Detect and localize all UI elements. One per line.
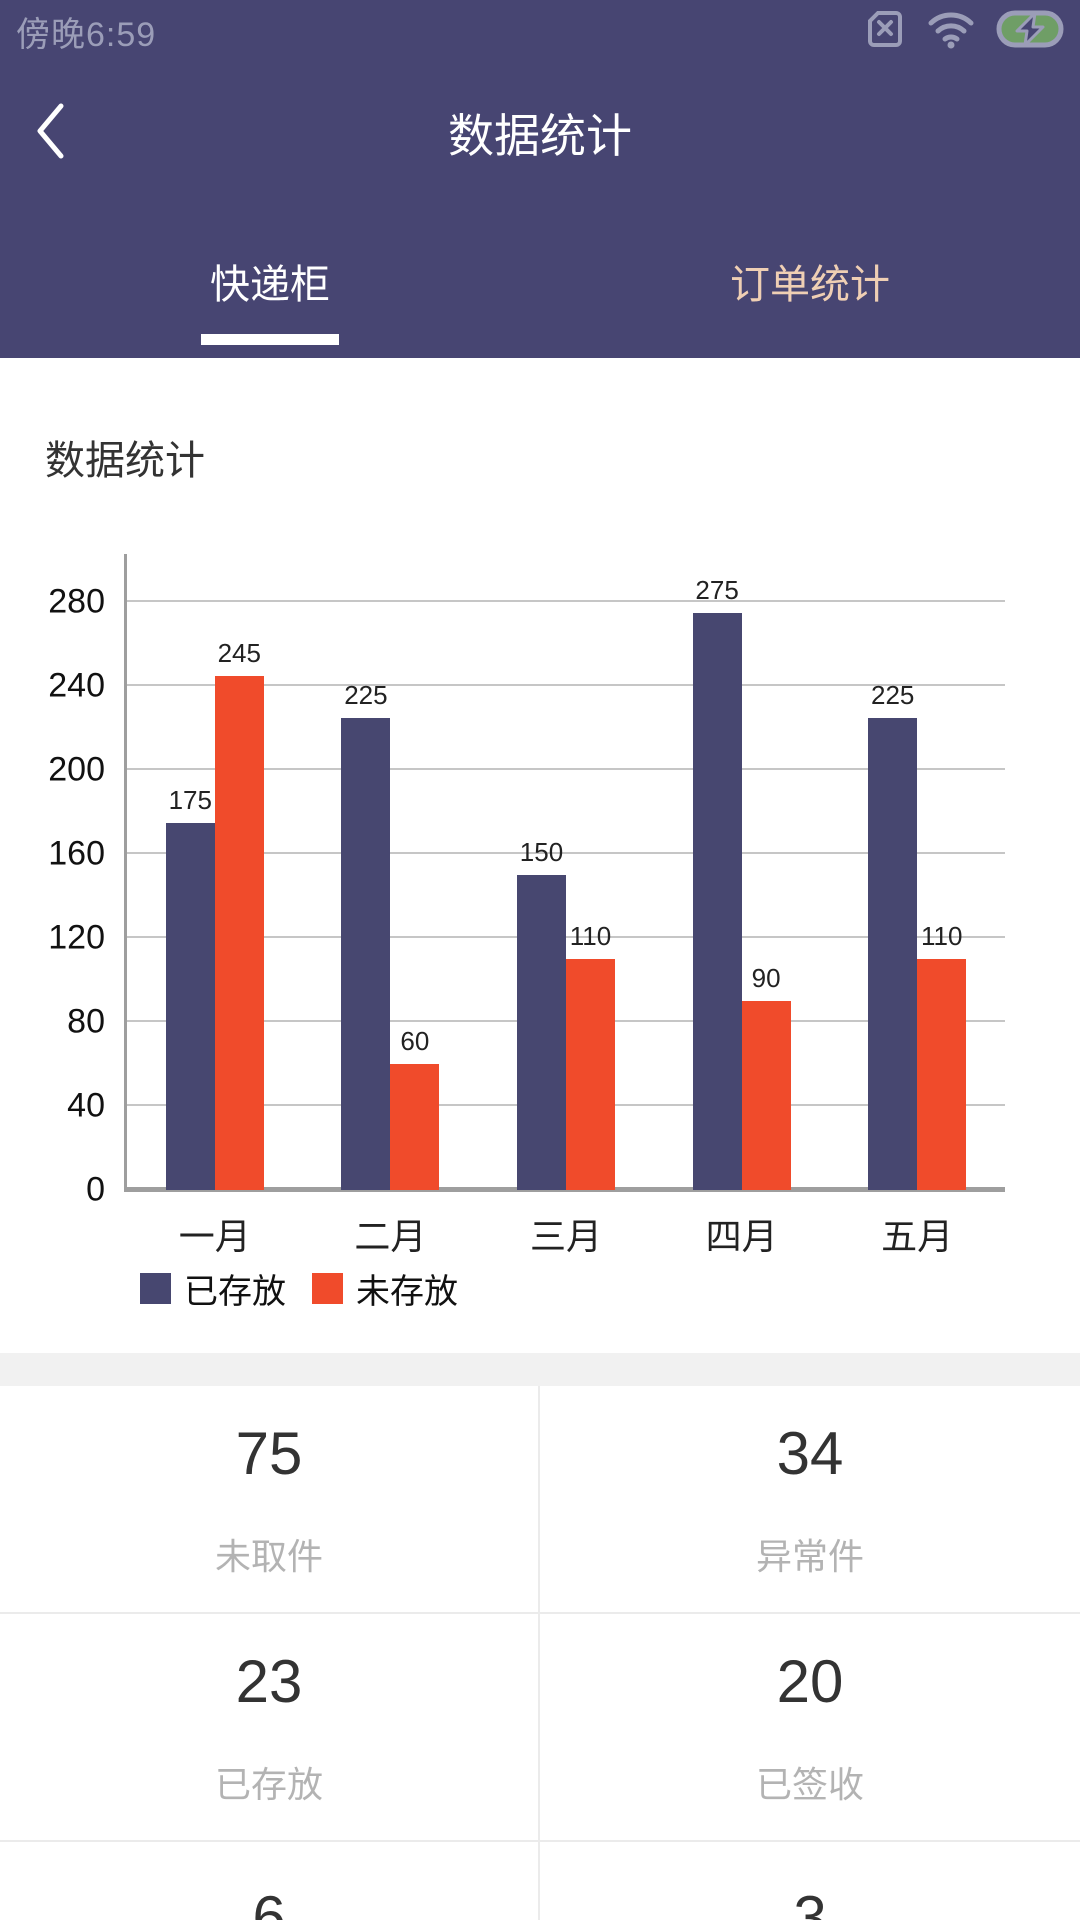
stat-cell: 23 已存放 xyxy=(0,1614,540,1842)
tab-bar: 快递柜 订单统计 xyxy=(0,204,1080,358)
page-title: 数据统计 xyxy=(448,110,632,162)
bar-value-label: 110 xyxy=(920,921,963,951)
stat-cell: 34 异常件 xyxy=(540,1386,1080,1614)
stat-cell: 20 已签收 xyxy=(540,1614,1080,1842)
y-tick-label: 40 xyxy=(67,1086,105,1125)
legend-item: 未存放 xyxy=(312,1264,458,1313)
section-divider-band xyxy=(0,1353,1080,1386)
stat-value: 23 xyxy=(235,1647,303,1715)
back-button[interactable] xyxy=(34,101,78,165)
x-category-label: 三月 xyxy=(529,1216,602,1257)
sim-missing-icon xyxy=(864,8,906,55)
chevron-left-icon xyxy=(34,101,66,166)
stat-label: 已存放 xyxy=(214,1763,323,1805)
bar-value-label: 175 xyxy=(168,784,212,815)
bar: 225 xyxy=(341,680,391,1190)
wifi-icon xyxy=(926,8,976,55)
bar-value-label: 90 xyxy=(751,963,781,993)
bar: 90 xyxy=(741,963,791,1190)
stat-label: 未取件 xyxy=(214,1535,323,1577)
status-bar: 傍晚6:59 xyxy=(0,0,1080,62)
bar-value-label: 275 xyxy=(695,574,739,605)
x-category-label: 二月 xyxy=(354,1216,427,1257)
tab-order-statistics[interactable]: 订单统计 xyxy=(540,204,1080,358)
stat-value: 6 xyxy=(252,1883,286,1920)
bar: 110 xyxy=(917,921,967,1190)
battery-charging-icon xyxy=(996,10,1064,53)
stat-label: 已签收 xyxy=(755,1763,864,1805)
grid-line xyxy=(127,852,1005,854)
bar-group: 225 110 五月 xyxy=(829,554,1005,1257)
stat-value: 34 xyxy=(776,1419,844,1487)
nav-header: 数据统计 xyxy=(0,62,1080,204)
legend-swatch xyxy=(140,1273,171,1304)
grid-line xyxy=(127,684,1005,686)
y-axis-line xyxy=(124,554,127,1192)
y-tick-label: 200 xyxy=(48,750,105,789)
grid-line xyxy=(127,936,1005,938)
bar: 60 xyxy=(390,1026,440,1190)
bar-value-label: 150 xyxy=(519,837,564,867)
bar-value-label: 245 xyxy=(217,637,261,668)
stat-value: 3 xyxy=(793,1883,827,1920)
bar: 110 xyxy=(565,921,615,1190)
status-icons xyxy=(864,8,1064,55)
bar-value-label: 225 xyxy=(870,679,915,710)
status-time: 傍晚6:59 xyxy=(16,15,157,54)
bar-chart: 0 40 80 120 160 200 240 280 175 245 一月 225 60 二月 150 11… xyxy=(0,554,1080,1313)
x-category-label: 四月 xyxy=(705,1216,778,1257)
legend-label: 已存放 xyxy=(184,1273,286,1311)
stats-grid: 75 未取件 34 异常件 23 已存放 20 已签收 6 3 xyxy=(0,1386,1080,1920)
active-tab-underline xyxy=(201,334,339,345)
y-tick-label: 0 xyxy=(86,1170,105,1209)
bar-value-label: 60 xyxy=(400,1026,430,1056)
x-category-label: 一月 xyxy=(178,1216,251,1257)
tab-express-cabinet[interactable]: 快递柜 xyxy=(0,204,540,358)
grid-line xyxy=(127,600,1005,602)
x-category-label: 五月 xyxy=(881,1216,954,1257)
stat-cell: 6 xyxy=(0,1842,540,1920)
chart-plot-area: 0 40 80 120 160 200 240 280 175 245 一月 225 60 二月 150 11… xyxy=(48,554,1005,1257)
chart-legend: 已存放 未存放 xyxy=(140,1264,1080,1313)
grid-line xyxy=(127,768,1005,770)
stat-cell: 3 xyxy=(540,1842,1080,1920)
legend-label: 未存放 xyxy=(356,1273,458,1311)
stat-label: 异常件 xyxy=(755,1535,864,1577)
bar-value-label: 110 xyxy=(569,921,612,951)
bar: 225 xyxy=(868,680,918,1190)
bar-value-label: 225 xyxy=(344,679,388,710)
bar-group: 175 245 一月 xyxy=(127,554,303,1257)
y-tick-label: 160 xyxy=(48,834,105,873)
bar: 245 xyxy=(214,638,264,1190)
y-tick-label: 80 xyxy=(67,1002,105,1041)
stat-value: 20 xyxy=(776,1647,844,1715)
y-tick-label: 240 xyxy=(48,666,105,705)
stat-cell: 75 未取件 xyxy=(0,1386,540,1614)
bar-group: 150 110 三月 xyxy=(478,554,654,1257)
bar-group: 275 90 四月 xyxy=(654,554,830,1257)
tab-label: 快递柜 xyxy=(210,263,330,307)
tab-label: 订单统计 xyxy=(730,263,890,307)
bar-group: 225 60 二月 xyxy=(303,554,479,1257)
bar: 275 xyxy=(692,575,742,1190)
y-tick-label: 120 xyxy=(48,918,105,957)
bar: 150 xyxy=(516,837,566,1190)
legend-item: 已存放 xyxy=(140,1264,286,1313)
y-tick-label: 280 xyxy=(48,582,105,621)
stat-value: 75 xyxy=(235,1419,303,1487)
legend-swatch xyxy=(312,1273,343,1304)
bar: 175 xyxy=(165,785,215,1190)
section-title: 数据统计 xyxy=(45,439,205,483)
